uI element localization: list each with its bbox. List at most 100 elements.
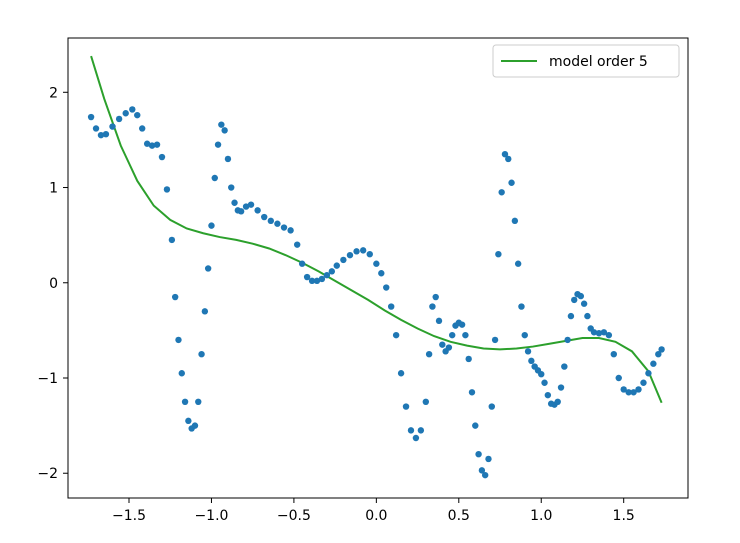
data-point: [231, 199, 238, 206]
data-point: [402, 403, 410, 410]
data-point: [383, 284, 390, 291]
data-point: [387, 303, 395, 310]
data-point: [392, 331, 400, 339]
data-point: [658, 346, 665, 353]
data-point: [397, 370, 405, 377]
data-point: [425, 350, 433, 358]
data-point: [505, 155, 512, 163]
data-point: [267, 217, 275, 225]
data-point: [407, 427, 415, 434]
data-point: [214, 141, 222, 148]
data-point: [625, 389, 632, 396]
data-point: [318, 275, 326, 283]
data-point: [308, 277, 316, 285]
data-point: [195, 398, 202, 406]
x-tick-label: 0.0: [365, 508, 387, 524]
data-point: [204, 265, 212, 272]
data-point: [97, 131, 105, 139]
data-point: [635, 386, 642, 393]
data-point: [378, 270, 385, 277]
data-point: [417, 427, 425, 434]
data-point: [630, 389, 637, 396]
data-point: [472, 422, 479, 429]
data-point: [102, 130, 110, 138]
data-point: [333, 262, 340, 269]
y-tick-label: −1: [37, 371, 58, 387]
data-point: [303, 273, 311, 281]
data-point: [655, 350, 662, 358]
data-point: [449, 331, 456, 339]
data-point: [495, 250, 502, 258]
data-point: [163, 186, 171, 193]
data-point: [242, 203, 250, 210]
data-point: [247, 201, 255, 208]
legend-label-model-order-5: model order 5: [549, 54, 648, 70]
data-point: [224, 155, 232, 163]
data-point: [481, 471, 489, 479]
data-point: [254, 207, 261, 214]
data-point: [366, 250, 373, 258]
axes-frame: [67, 37, 689, 499]
scatter-layer: [87, 106, 665, 479]
x-tick-label: −0.5: [277, 508, 311, 524]
data-point: [208, 222, 215, 229]
data-point: [514, 260, 522, 267]
data-point: [298, 260, 306, 267]
data-point: [432, 293, 439, 301]
data-point: [201, 308, 209, 315]
data-point: [488, 403, 495, 410]
data-point: [129, 106, 136, 113]
data-point: [524, 348, 532, 355]
data-point: [498, 189, 505, 196]
data-point: [191, 422, 199, 429]
data-point: [435, 317, 443, 325]
y-tick-label: 2: [49, 85, 58, 101]
data-point: [328, 268, 336, 275]
data-point: [518, 303, 525, 310]
data-point: [181, 398, 189, 406]
x-tick-label: 1.5: [613, 508, 635, 524]
data-point: [595, 330, 603, 337]
data-point: [610, 350, 617, 358]
data-point: [211, 174, 218, 182]
data-point: [261, 213, 268, 221]
data-point: [571, 296, 578, 304]
x-tick-label: −1.0: [194, 508, 228, 524]
data-point: [491, 336, 499, 344]
data-point: [134, 111, 141, 119]
data-point: [511, 217, 519, 225]
data-point: [577, 292, 585, 300]
data-point: [478, 467, 486, 474]
data-point: [87, 113, 95, 121]
data-point: [544, 391, 552, 399]
data-point: [650, 360, 657, 367]
data-point: [218, 121, 225, 128]
data-point: [280, 224, 288, 231]
data-point: [475, 450, 482, 458]
data-point: [615, 374, 622, 382]
data-point: [178, 370, 185, 377]
data-point: [458, 321, 466, 328]
data-point: [92, 125, 100, 132]
data-point: [564, 336, 571, 344]
x-tick-label: 1.0: [530, 508, 552, 524]
data-point: [485, 455, 492, 463]
data-point: [412, 434, 420, 442]
data-point: [340, 256, 347, 264]
data-point: [287, 227, 294, 234]
data-point: [567, 312, 575, 320]
data-point: [561, 363, 568, 370]
data-point: [620, 386, 627, 393]
data-point: [501, 150, 509, 158]
data-point: [359, 247, 367, 254]
plot-area: [67, 37, 689, 499]
data-point: [528, 357, 535, 365]
legend-box: [492, 44, 680, 78]
legend: model order 5: [492, 44, 680, 78]
x-axis: −1.5 −1.0 −0.5 0.0 0.5 1.0 1.5: [112, 498, 635, 524]
data-point: [153, 141, 161, 148]
data-point: [115, 115, 123, 123]
data-point: [353, 248, 360, 255]
data-point: [274, 220, 281, 227]
